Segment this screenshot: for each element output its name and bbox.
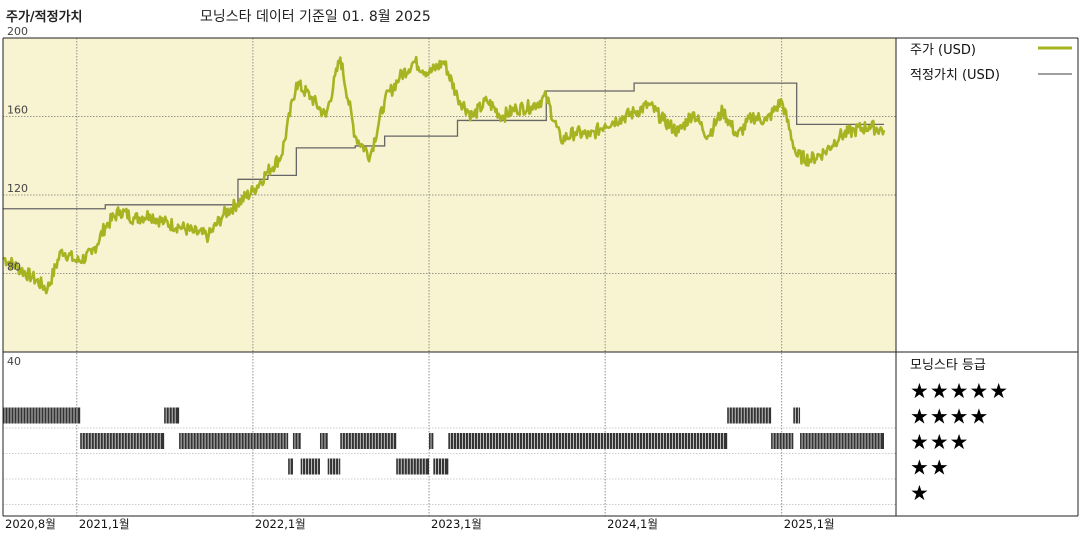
y-axis-ticks: 200 160 120 80 40 xyxy=(7,25,28,368)
x-tick-label: 2020,8월 xyxy=(5,517,56,531)
rating-period-2-stars xyxy=(327,458,341,475)
fair-value-layer xyxy=(3,82,884,210)
rating-period-2-stars xyxy=(288,458,293,475)
rating-bar xyxy=(179,433,289,449)
rating-period-4-stars xyxy=(793,407,801,424)
rating-bar xyxy=(292,433,301,449)
rating-period-3-stars xyxy=(319,433,328,449)
rating-bar xyxy=(288,458,293,475)
rating-period-3-stars xyxy=(340,433,397,449)
y-tick-label: 40 xyxy=(7,355,21,368)
rating-bar xyxy=(300,458,320,475)
rating-legend-title: 모닝스타 등급 xyxy=(910,358,986,373)
price-layer xyxy=(2,55,886,295)
price-line xyxy=(2,55,886,295)
x-tick-label: 2022,1월 xyxy=(255,517,306,531)
rating-star-row: ★★★ xyxy=(910,430,969,454)
rating-bar xyxy=(448,433,728,449)
data-date-subtitle: 모닝스타 데이터 기준일 01. 8월 2025 xyxy=(200,9,431,25)
rating-bar xyxy=(793,407,801,424)
rating-bar xyxy=(800,433,884,449)
rating-period-2-stars xyxy=(300,458,320,475)
fair-value-line xyxy=(3,82,884,210)
chart-frame xyxy=(2,37,1079,517)
y-tick-label: 200 xyxy=(7,25,28,38)
rating-bar xyxy=(727,407,772,424)
rating-star-row: ★★ xyxy=(910,456,950,480)
rating-period-3-stars xyxy=(429,433,434,449)
rating-period-3-stars xyxy=(800,433,884,449)
rating-period-3-stars xyxy=(448,433,728,449)
rating-bar xyxy=(340,433,397,449)
rating-bar xyxy=(3,407,81,424)
x-tick-label: 2023,1월 xyxy=(431,517,482,531)
chart-title: 주가/적정가치 xyxy=(6,10,83,25)
rating-period-4-stars xyxy=(727,407,772,424)
rating-period-2-stars xyxy=(396,458,430,475)
rating-period-3-stars xyxy=(80,433,165,449)
rating-period-3-stars xyxy=(179,433,289,449)
rating-star-rows: ★★★★★★★★★★★★★★★ xyxy=(910,379,1009,505)
rating-bar xyxy=(80,433,165,449)
legend: 주가 (USD) 적정가치 (USD) 모닝스타 등급 ★★★★★★★★★★★★… xyxy=(910,43,1072,505)
rating-period-3-stars xyxy=(292,433,301,449)
rating-star-row: ★★★★★ xyxy=(910,379,1009,403)
x-tick-label: 2025,1월 xyxy=(784,517,835,531)
legend-fair-value-label: 적정가치 (USD) xyxy=(910,68,1000,83)
rating-star-row: ★ xyxy=(910,481,930,505)
x-tick-label: 2021,1월 xyxy=(79,517,130,531)
rating-period-4-stars xyxy=(3,407,81,424)
rating-period-3-stars xyxy=(771,433,794,449)
rating-bar xyxy=(319,433,328,449)
rating-bar xyxy=(327,458,341,475)
x-tick-label: 2024,1월 xyxy=(607,517,658,531)
legend-price-label: 주가 (USD) xyxy=(910,43,976,58)
rating-period-4-stars xyxy=(164,407,180,424)
rating-period-2-stars xyxy=(433,458,449,475)
rating-bars xyxy=(3,407,884,475)
y-tick-label: 120 xyxy=(7,182,28,195)
y-tick-label: 160 xyxy=(7,104,28,117)
y-tick-label: 80 xyxy=(7,261,21,274)
rating-star-row: ★★★★ xyxy=(910,405,989,429)
x-axis-ticks: 2020,8월 2021,1월 2022,1월 2023,1월 2024,1월 2025,… xyxy=(5,517,835,531)
